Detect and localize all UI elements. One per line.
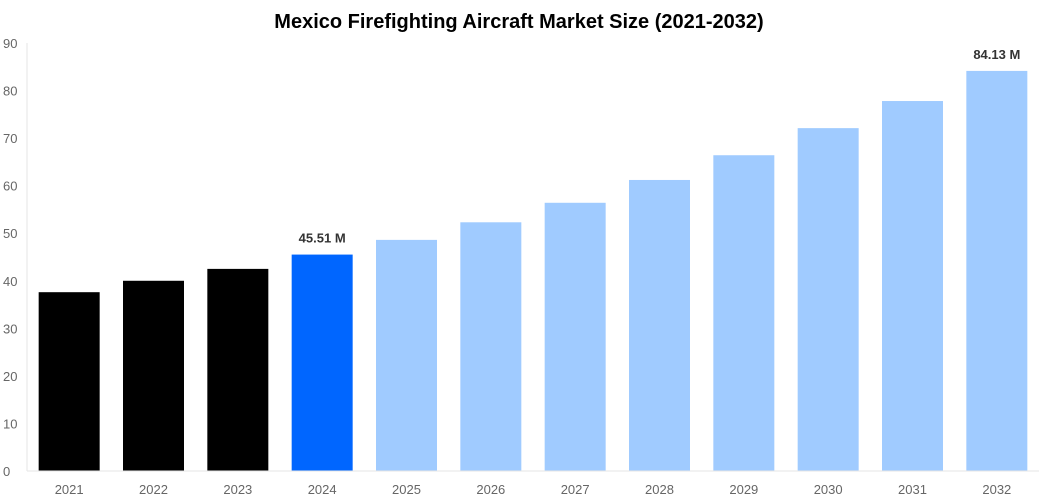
y-tick-label: 30: [3, 321, 17, 336]
bar-2025: [376, 239, 437, 471]
x-tick-label: 2031: [898, 482, 927, 497]
x-tick-label: 2022: [139, 482, 168, 497]
x-tick-label: 2026: [476, 482, 505, 497]
bar-2027: [544, 202, 606, 471]
data-labels: 45.51 M 84.13 M: [299, 47, 1021, 246]
y-tick-label: 0: [3, 464, 10, 479]
x-tick-label: 2030: [814, 482, 843, 497]
x-tick-label: 2028: [645, 482, 674, 497]
data-label: 45.51 M: [299, 231, 346, 246]
x-tick-label: 2023: [223, 482, 252, 497]
y-tick-label: 90: [3, 36, 17, 51]
x-tick-label: 2029: [729, 482, 758, 497]
bar-2029: [713, 155, 775, 471]
x-axis: 2021 2022 2023 2024 2025 2026 2027 2028 2029 2030…: [27, 470, 1039, 497]
y-axis: 0 10 20 30 40 50 60 70 80 90: [3, 36, 28, 479]
bar-2022: [123, 280, 184, 471]
bar-2028: [629, 179, 690, 471]
data-label: 84.13 M: [973, 47, 1020, 62]
x-tick-label: 2021: [55, 482, 84, 497]
bar-2021: [38, 292, 100, 471]
x-tick-label: 2032: [982, 482, 1011, 497]
bar-2031: [882, 101, 943, 472]
y-tick-label: 70: [3, 131, 17, 146]
x-tick-label: 2025: [392, 482, 421, 497]
y-tick-label: 50: [3, 226, 17, 241]
y-tick-label: 20: [3, 369, 17, 384]
bar-2023: [207, 268, 269, 471]
y-tick-label: 10: [3, 416, 17, 431]
bars: [38, 70, 1028, 472]
y-tick-label: 40: [3, 274, 17, 289]
x-tick-label: 2027: [561, 482, 590, 497]
bar-2032: [966, 70, 1028, 472]
y-tick-label: 60: [3, 179, 17, 194]
bar-2030: [797, 128, 859, 471]
bar-2024: [291, 254, 353, 471]
chart-title: Mexico Firefighting Aircraft Market Size…: [274, 11, 763, 33]
y-tick-label: 80: [3, 84, 17, 99]
x-tick-label: 2024: [308, 482, 337, 497]
bar-2026: [460, 222, 522, 471]
